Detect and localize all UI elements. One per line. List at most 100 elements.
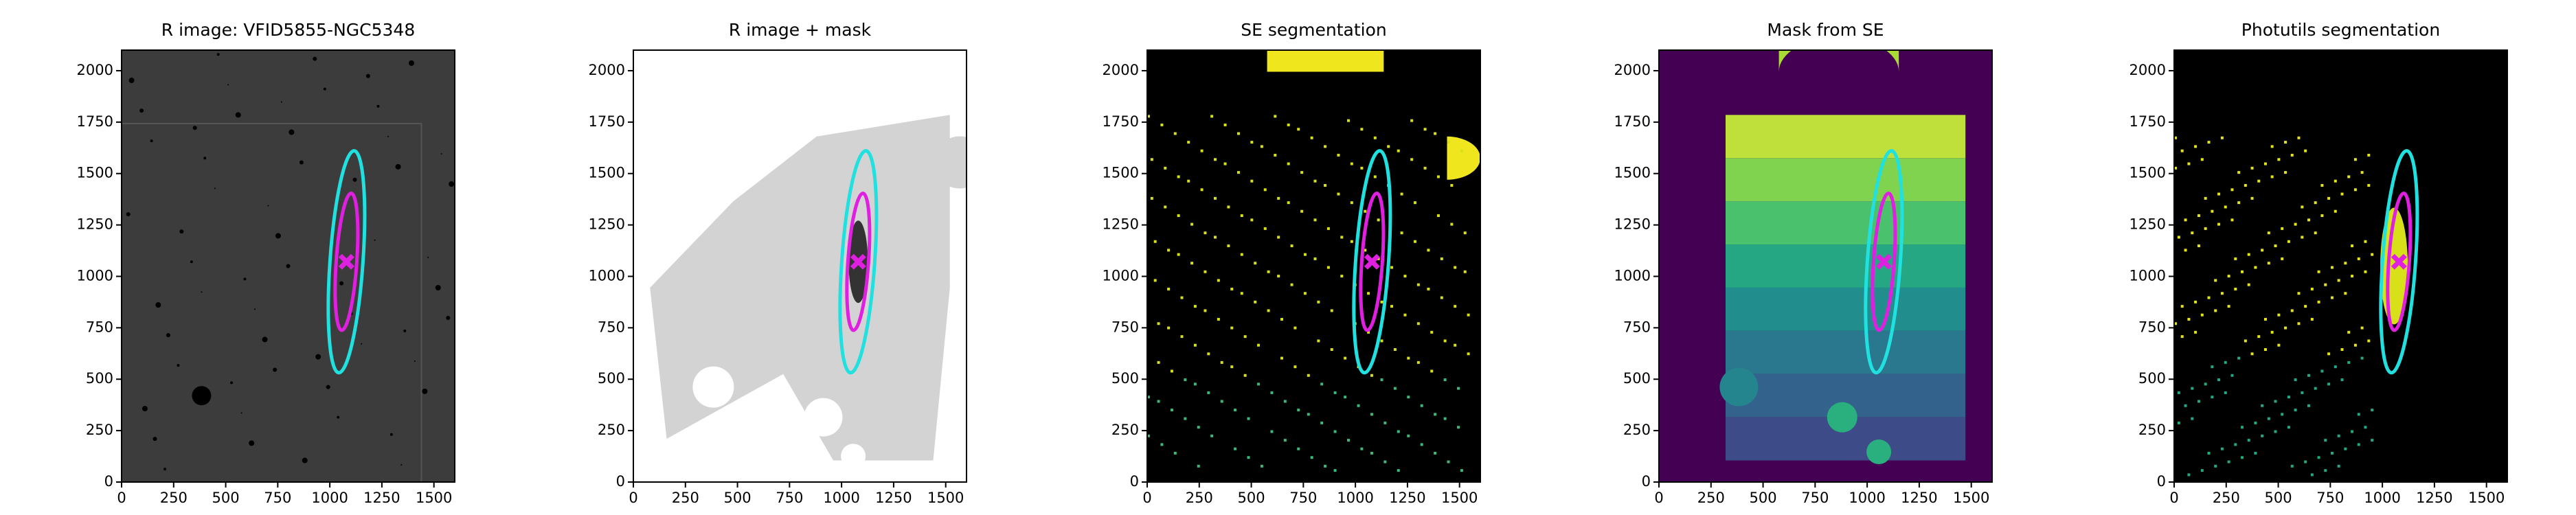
star [152,437,157,442]
segment [1267,309,1270,312]
segment [2230,374,2234,377]
segment [2324,469,2327,472]
segment [1390,305,1394,308]
segment [2360,326,2364,330]
segment [1283,400,1287,403]
star [289,129,295,135]
segment [1313,257,1317,260]
segment [2287,426,2290,429]
segment [2227,460,2230,464]
segment [1283,439,1287,442]
segment [1726,244,1966,288]
segment [2234,287,2237,290]
x-tick-label: 0 [629,490,637,506]
y-tick-label: 1750 [1103,113,1139,130]
segment [2270,330,2274,334]
segment [2237,201,2241,205]
segment [1410,158,1414,161]
mosaic-edge [122,122,422,482]
x-tick-label: 1000 [311,490,348,506]
image-background [2174,50,2507,482]
segment [2297,322,2301,325]
mask-hole [692,366,734,408]
segment [2214,464,2217,468]
outer-ellipse [1864,149,1904,375]
y-tick-label: 0 [616,473,625,490]
segment [2287,396,2290,399]
segment [1197,426,1200,429]
y-tick-label: 1750 [1614,113,1651,130]
star [155,302,161,308]
segment [2274,430,2277,433]
segment [1403,313,1407,317]
panel-title: Mask from SE [1767,20,1884,40]
star [249,440,255,446]
segment [1440,296,1443,299]
x-tick-label: 750 [2316,490,2344,506]
segment [1263,188,1267,192]
segment [1457,426,1460,429]
star [339,281,344,286]
segment [2334,209,2337,213]
segment [2174,136,2177,139]
y-tick-label: 1750 [589,113,625,130]
segment [2254,266,2257,269]
segment [1287,123,1290,126]
segment [1460,469,1463,472]
segment [1157,400,1160,403]
y-tick-label: 2000 [77,62,113,78]
segment [2241,270,2244,273]
x-tick-label: 1500 [927,490,964,506]
segment [2267,262,2270,265]
star [302,457,308,464]
center-marker [1875,253,1892,270]
segment [2334,179,2337,183]
segment [2353,158,2357,161]
star [163,468,167,471]
star [214,187,216,190]
segment [1393,348,1397,352]
star [376,104,380,108]
segment [2234,443,2237,446]
segment [1726,201,1966,245]
segment [1177,175,1180,179]
segment [1307,413,1310,416]
segment [1383,421,1387,424]
star [166,333,170,338]
star [230,381,234,385]
x-tick-label: 1250 [1389,490,1425,506]
segment-hole [2236,356,2272,392]
segment [2351,275,2354,278]
segment [1380,300,1383,304]
star [395,163,401,170]
segment [1436,175,1440,179]
x-tick-label: 250 [1186,490,1213,506]
segment [2241,456,2244,459]
y-tick-label: 500 [86,370,113,387]
segment [1423,166,1427,170]
segment [2267,417,2270,420]
x-tick-label: 1000 [2364,490,2400,506]
segment [2214,309,2217,312]
segment [2257,179,2261,183]
segment [1277,196,1280,200]
segment [2277,313,2281,317]
segment [1400,192,1403,196]
segment [1297,447,1300,450]
outer-ellipse [1352,149,1392,375]
y-tick-label: 500 [2138,370,2166,387]
star [389,433,393,436]
segment [1407,434,1410,437]
segment [2174,166,2177,170]
segment [1280,356,1283,360]
segment [1164,166,1167,170]
segment [1866,439,1892,464]
star [203,157,207,160]
star [299,160,304,165]
segment [1443,339,1447,343]
segment [1274,115,1277,118]
segment [1320,421,1324,424]
y-tick-label: 750 [86,319,113,335]
inner-ellipse [1871,191,1897,332]
segment [1416,360,1420,364]
